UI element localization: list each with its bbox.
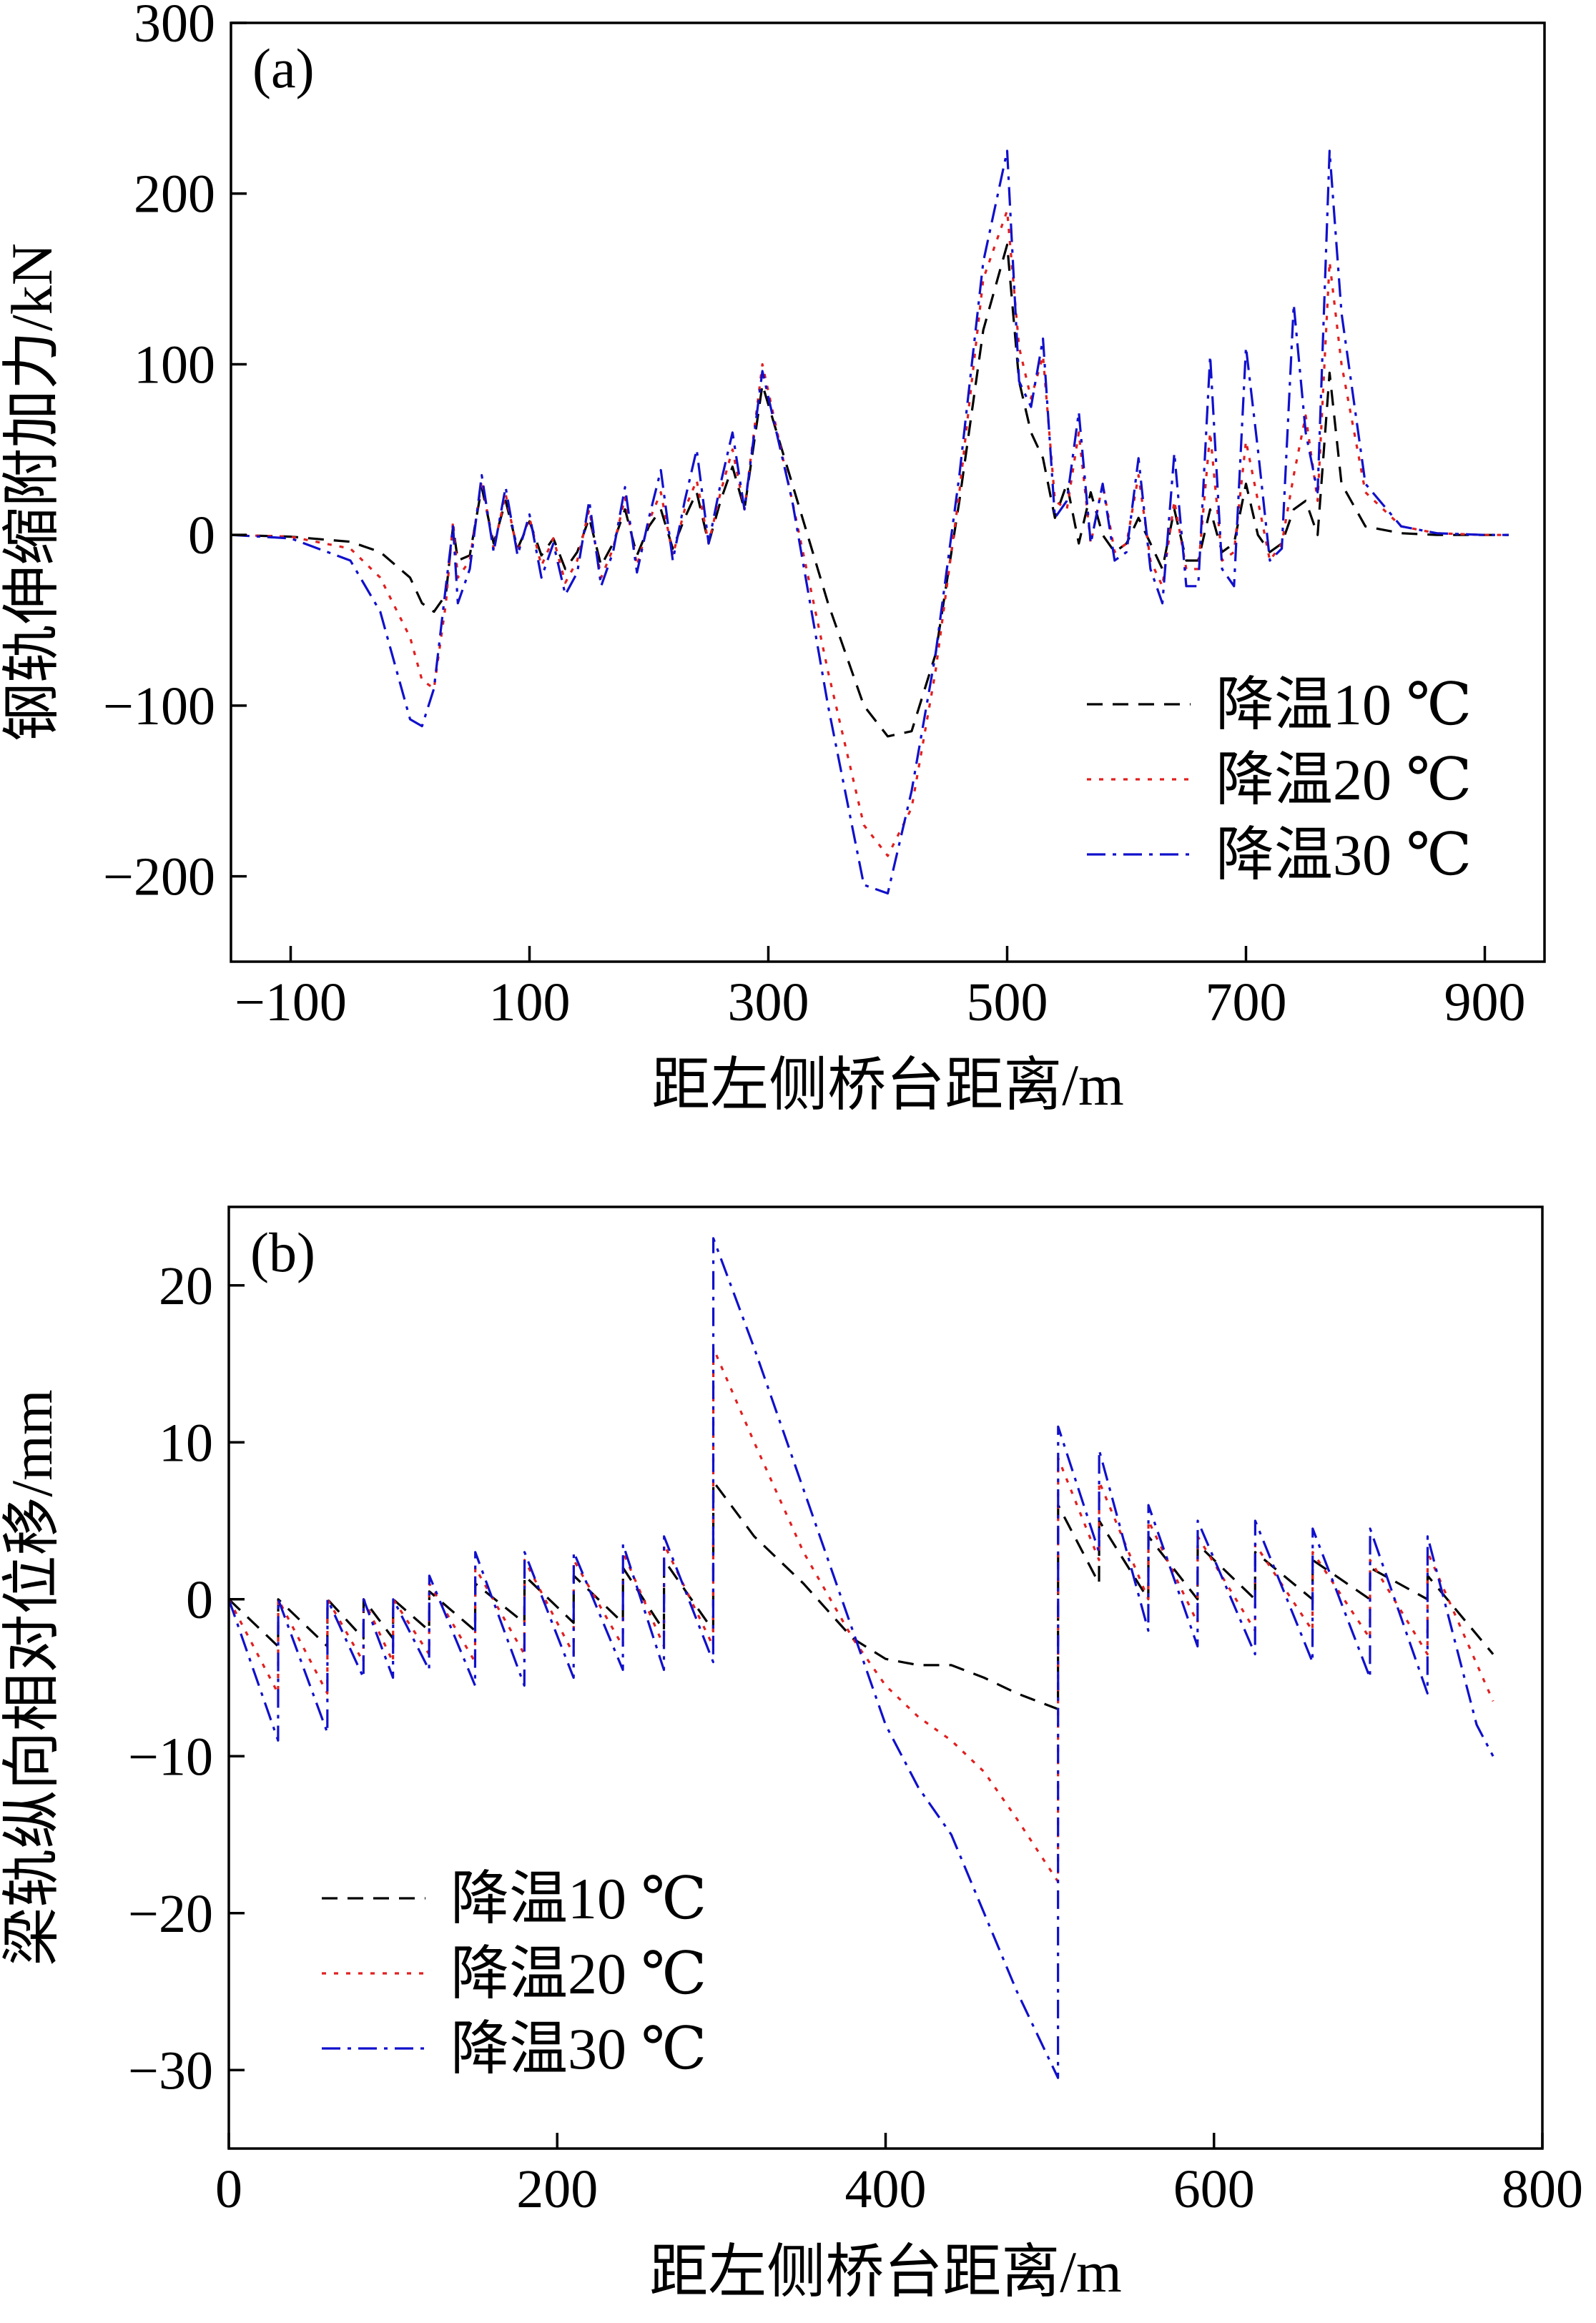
panel-label: (a) (252, 37, 315, 99)
legend-label-3: 降温30 ℃ (450, 2016, 706, 2081)
x-axis-title: 距左侧桥台距离/m (649, 2239, 1122, 2304)
y-axis-title: 梁轨纵向相对位移/mm (0, 1389, 64, 1966)
series-line-3 (231, 149, 1509, 895)
x-tick-label: 600 (1173, 2159, 1255, 2219)
y-tick-label: 10 (159, 1413, 213, 1473)
y-tick-label: 100 (134, 335, 215, 395)
y-tick-label: 0 (186, 1570, 213, 1630)
y-tick-label: 300 (134, 0, 215, 54)
panel-b-chart: 0 200 400 600 800 −30 −20 −10 0 10 20 距左侧桥台距离/m 梁轨纵向… (0, 1205, 1583, 2304)
x-tick-label: 900 (1444, 972, 1526, 1032)
x-tick-label: −100 (235, 972, 347, 1032)
y-axis-title: 钢轨伸缩附加力/kN (0, 243, 64, 741)
plot-frame (230, 21, 1546, 963)
legend-label-2: 降温20 ℃ (450, 1941, 706, 2006)
x-tick-label: 700 (1206, 972, 1287, 1032)
plot-frame (227, 1205, 1544, 2150)
x-tick-label: 400 (845, 2159, 927, 2219)
legend-label-1: 降温10 ℃ (450, 1866, 706, 1931)
y-tick-label: −100 (103, 676, 215, 736)
panel-label: (b) (250, 1221, 315, 1283)
y-tick-label: 200 (134, 164, 215, 225)
legend-label-3: 降温30 ℃ (1216, 822, 1472, 887)
legend-label-2: 降温20 ℃ (1216, 747, 1472, 812)
y-tick-label: −20 (128, 1884, 213, 1944)
series-group (231, 149, 1509, 895)
y-tick-label: 20 (159, 1256, 213, 1316)
y-tick-label: −200 (103, 847, 215, 907)
panel-a-chart: −100 100 300 500 700 900 −200 −100 0 100 200 300 距左侧… (0, 0, 1546, 1118)
legend: 降温10 ℃ 降温20 ℃ 降温30 ℃ (1087, 672, 1472, 887)
y-tick-label: 0 (188, 505, 215, 566)
series-line-2 (231, 209, 1509, 857)
legend: 降温10 ℃ 降温20 ℃ 降温30 ℃ (322, 1866, 706, 2081)
legend-label-1: 降温10 ℃ (1216, 672, 1472, 737)
x-tick-label: 100 (489, 972, 571, 1032)
x-axis-title: 距左侧桥台距离/m (651, 1052, 1124, 1118)
y-tick-label: −30 (128, 2041, 213, 2101)
x-tick-label: 300 (728, 972, 809, 1032)
x-tick-label: 0 (215, 2159, 242, 2219)
series-line-3 (229, 1237, 1494, 2079)
x-tick-label: 200 (516, 2159, 598, 2219)
x-tick-label: 500 (967, 972, 1048, 1032)
y-tick-label: −10 (128, 1727, 213, 1787)
x-tick-label: 800 (1502, 2159, 1583, 2219)
series-group (229, 1237, 1494, 2079)
series-line-2 (229, 1346, 1494, 1883)
series-line-1 (229, 1480, 1494, 1710)
